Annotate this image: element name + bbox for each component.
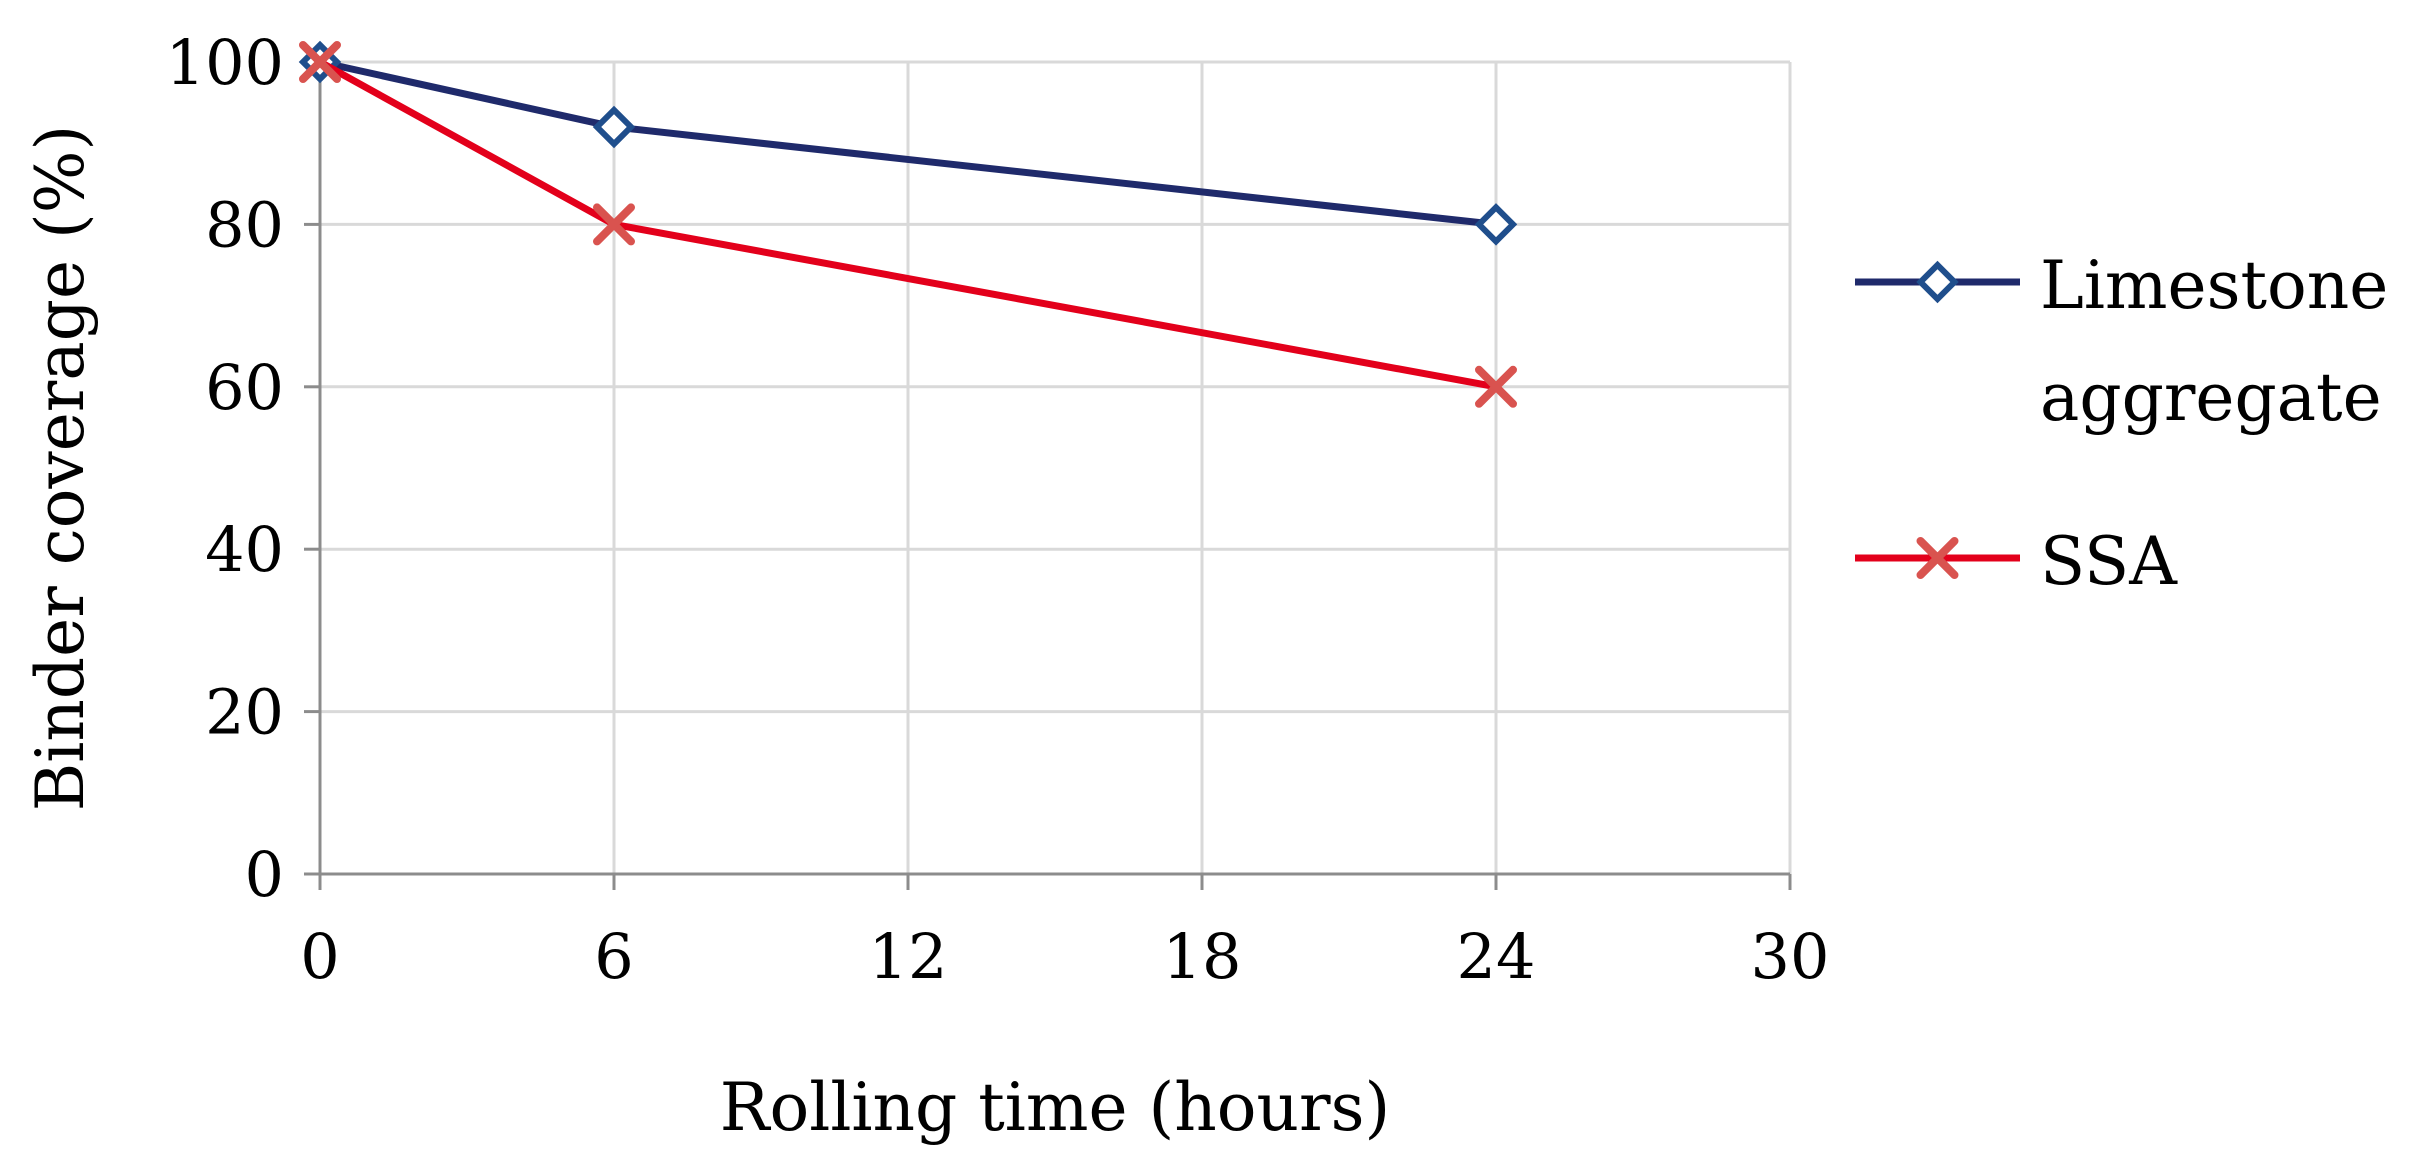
y-tick-label: 80 (205, 188, 284, 261)
y-tick-label: 60 (205, 351, 284, 424)
legend-label: Limestone aggregate (2040, 247, 2388, 436)
gridlines (320, 60, 1792, 874)
x-tick-label: 0 (300, 920, 339, 993)
y-tick-label: 100 (166, 26, 284, 99)
x-tick-labels: 0 6 12 18 24 30 (300, 920, 1829, 993)
y-tick-label: 20 (205, 676, 284, 749)
x-tick-label: 12 (869, 920, 948, 993)
data-point (593, 203, 635, 246)
x-tick-label: 6 (594, 920, 633, 993)
legend-marker (1916, 537, 1959, 579)
marker-stroke (593, 203, 635, 246)
legend-label-line: SSA (2040, 523, 2178, 600)
y-tick-label: 40 (205, 513, 284, 586)
data-point (1474, 203, 1518, 246)
y-axis-title: Binder coverage (%) (22, 125, 99, 811)
axes (304, 60, 1792, 890)
legend-item-1: SSA (1855, 523, 2178, 600)
legend-label-line: aggregate (2040, 359, 2382, 436)
marker-stroke (1916, 537, 1959, 579)
x-tick-label: 24 (1457, 920, 1536, 993)
y-tick-label: 0 (245, 838, 284, 911)
legend: Limestone aggregate SSA (1855, 247, 2388, 600)
marker-stroke (1475, 365, 1517, 408)
legend-item-0: Limestone aggregate (1855, 247, 2388, 436)
data-point (299, 41, 341, 83)
y-tick-labels: 0 20 40 60 80 100 (166, 26, 284, 911)
legend-marker (1916, 260, 1959, 304)
legend-label-line: Limestone (2040, 247, 2388, 324)
x-tick-label: 30 (1751, 920, 1830, 993)
x-axis-title: Rolling time (hours) (720, 1069, 1390, 1146)
data-point (1475, 365, 1517, 408)
series-1 (299, 41, 1517, 408)
legend-label: SSA (2040, 523, 2178, 600)
x-tick-label: 18 (1163, 920, 1242, 993)
data-point (592, 105, 636, 149)
marker-stroke (299, 41, 341, 83)
series-group (298, 40, 1518, 408)
